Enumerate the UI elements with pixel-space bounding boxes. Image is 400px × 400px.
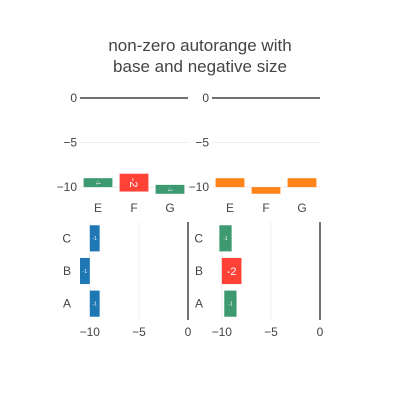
- bottom-left-xtick-label-0: −10: [80, 325, 101, 339]
- top-right-ytick-label-0: 0: [202, 91, 209, 105]
- bottom-right-ytick-label-A: A: [195, 297, 203, 311]
- top-left-bar-label-G: -1: [166, 187, 172, 192]
- bottom-left-xtick-label-1: −5: [132, 325, 146, 339]
- top-left-xtick-label-E: E: [94, 201, 102, 215]
- top-left-bar-label-E: -1: [94, 180, 100, 185]
- top-right-bar-G: [287, 178, 317, 188]
- top-right-xtick-label-E: E: [226, 201, 234, 215]
- bottom-left-bar-label-A: -1: [93, 301, 98, 307]
- bottom-left-bar-label-C: -1: [93, 236, 98, 242]
- top-left-bar-E: [83, 178, 113, 188]
- bottom-right-ytick-label-C: C: [194, 231, 203, 245]
- top-left-bar-G: [155, 184, 185, 194]
- top-right-bar-E: [215, 178, 245, 188]
- top-right-xtick-label-F: F: [262, 201, 269, 215]
- bottom-right-xtick-label-1: −5: [264, 325, 278, 339]
- bottom-left-bar-C: [89, 225, 100, 252]
- bottom-right-xtick-label-0: −10: [212, 325, 233, 339]
- top-left-ytick-label-0: 0: [70, 91, 77, 105]
- top-left-xtick-label-G: G: [165, 201, 174, 215]
- bottom-right-bar-label-B: -2: [227, 266, 237, 278]
- bottom-left-bar-B: [80, 257, 90, 285]
- top-left-ytick-label-1: −5: [63, 136, 77, 150]
- bottom-right-bar-C: [219, 225, 232, 252]
- bottom-right-ytick-label-B: B: [195, 264, 203, 278]
- top-right-xtick-label-G: G: [297, 201, 306, 215]
- bottom-right-bar-label-C: -1: [223, 236, 228, 242]
- top-right-bar-F: [251, 187, 281, 194]
- bottom-right-bar-B: [221, 257, 242, 285]
- bottom-left-ytick-label-A: A: [63, 297, 71, 311]
- top-left-ytick-label-2: −10: [57, 180, 78, 194]
- bottom-right-bar-label-A: -1: [228, 301, 233, 307]
- top-left-bar-label-F: -2: [127, 178, 139, 188]
- bottom-right-bar-A: [224, 290, 237, 317]
- chart-title-line-1: non-zero autorange with: [108, 36, 291, 55]
- bottom-left-bar-A: [89, 290, 100, 317]
- bottom-left-bar-label-B: -1: [83, 269, 88, 275]
- top-right-ytick-label-1: −5: [195, 136, 209, 150]
- top-left-xtick-label-F: F: [130, 201, 137, 215]
- bottom-left-ytick-label-B: B: [63, 264, 71, 278]
- top-right-ytick-label-2: −10: [189, 180, 210, 194]
- bottom-right-xtick-label-2: 0: [317, 325, 324, 339]
- bottom-left-ytick-label-C: C: [62, 231, 71, 245]
- top-left-bar-F: [119, 173, 149, 192]
- bottom-left-xtick-label-2: 0: [185, 325, 192, 339]
- chart-title-line-2: base and negative size: [113, 57, 287, 76]
